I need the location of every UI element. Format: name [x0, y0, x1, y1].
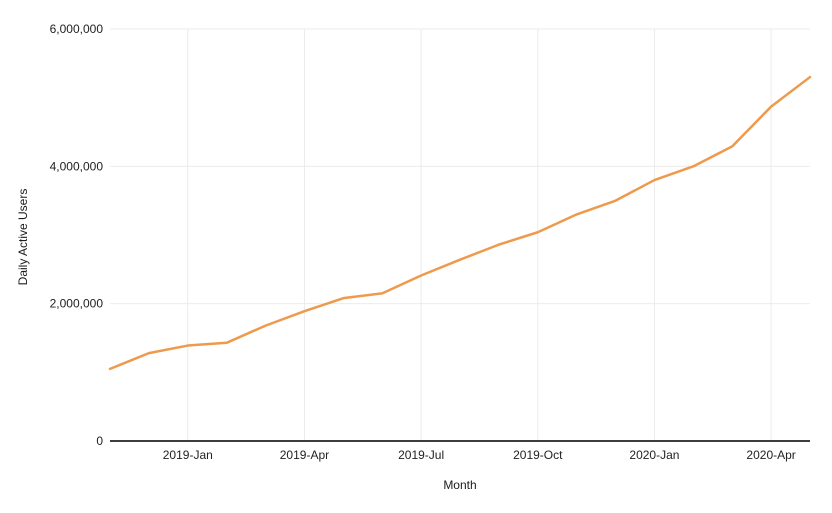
- y-tick-label: 2,000,000: [50, 297, 104, 311]
- vertical-gridlines: [187, 29, 772, 441]
- x-tick-label: 2019-Oct: [513, 448, 563, 462]
- x-tick-label: 2019-Jul: [398, 448, 444, 462]
- y-tick-label: 0: [96, 434, 103, 448]
- data-line: [108, 75, 812, 371]
- horizontal-gridlines: [110, 28, 810, 305]
- x-tick-label: 2020-Apr: [746, 448, 795, 462]
- y-tick-labels: 0 2,000,000 4,000,000 6,000,000: [50, 22, 104, 448]
- x-tick-labels: 2019-Jan 2019-Apr 2019-Jul 2019-Oct 2020-Jan…: [163, 448, 796, 462]
- x-tick-label: 2020-Jan: [629, 448, 679, 462]
- x-tick-label: 2019-Apr: [280, 448, 329, 462]
- x-tick-label: 2019-Jan: [163, 448, 213, 462]
- y-tick-label: 6,000,000: [50, 22, 104, 36]
- y-axis-title: Daily Active Users: [16, 189, 30, 286]
- x-axis-title: Month: [443, 478, 476, 492]
- y-tick-label: 4,000,000: [50, 159, 104, 173]
